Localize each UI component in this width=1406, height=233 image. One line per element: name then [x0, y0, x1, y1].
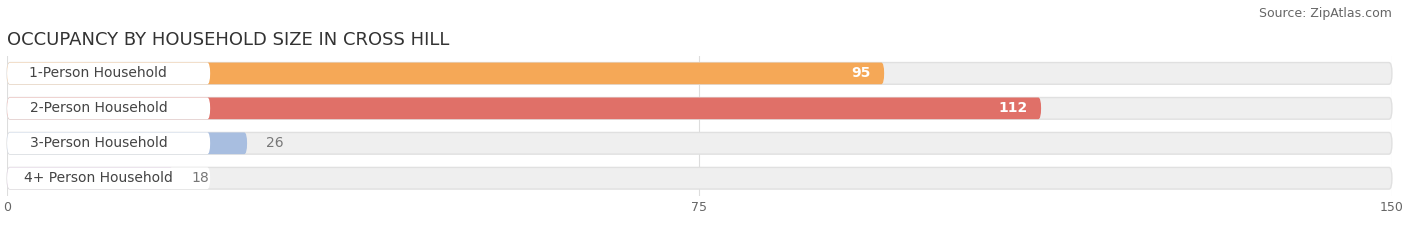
FancyBboxPatch shape: [7, 132, 247, 154]
Text: 18: 18: [191, 171, 209, 185]
FancyBboxPatch shape: [7, 167, 173, 189]
FancyBboxPatch shape: [7, 62, 1392, 84]
FancyBboxPatch shape: [7, 97, 1392, 119]
FancyBboxPatch shape: [7, 97, 209, 119]
FancyBboxPatch shape: [7, 167, 1392, 189]
FancyBboxPatch shape: [7, 97, 1040, 119]
Text: 4+ Person Household: 4+ Person Household: [24, 171, 173, 185]
Text: 26: 26: [266, 136, 283, 150]
Text: 2-Person Household: 2-Person Household: [30, 101, 167, 115]
Text: 3-Person Household: 3-Person Household: [30, 136, 167, 150]
Text: 112: 112: [998, 101, 1028, 115]
FancyBboxPatch shape: [7, 132, 1392, 154]
FancyBboxPatch shape: [7, 62, 209, 84]
FancyBboxPatch shape: [7, 132, 209, 154]
FancyBboxPatch shape: [7, 167, 209, 189]
FancyBboxPatch shape: [7, 62, 884, 84]
Text: 1-Person Household: 1-Person Household: [30, 66, 167, 80]
Text: Source: ZipAtlas.com: Source: ZipAtlas.com: [1258, 7, 1392, 20]
Text: OCCUPANCY BY HOUSEHOLD SIZE IN CROSS HILL: OCCUPANCY BY HOUSEHOLD SIZE IN CROSS HIL…: [7, 31, 450, 49]
Text: 95: 95: [851, 66, 870, 80]
